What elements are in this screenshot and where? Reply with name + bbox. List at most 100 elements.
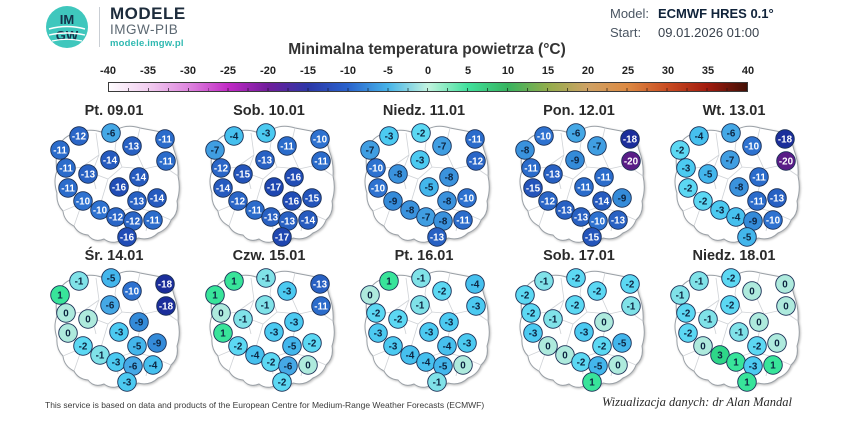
temp-value: -12 <box>109 213 124 224</box>
temp-value: 0 <box>783 302 789 313</box>
temp-value: 0 <box>305 361 311 372</box>
temp-circle <box>228 191 248 211</box>
temp-circle <box>109 322 129 342</box>
temp-circle <box>411 268 431 288</box>
temp-value: -4 <box>406 351 415 362</box>
map-day-title: Czw. 15.01 <box>232 248 306 264</box>
temp-circle <box>127 191 147 211</box>
start-label: Start: <box>610 25 642 40</box>
temp-circle <box>737 227 757 247</box>
temp-circle <box>775 129 795 149</box>
temp-value: -11 <box>750 197 764 208</box>
temp-circle <box>670 140 690 160</box>
temp-value: -4 <box>695 132 704 143</box>
temp-circle <box>360 285 380 305</box>
temp-value: -9 <box>749 217 758 228</box>
temp-circle <box>205 285 225 305</box>
temp-circle <box>608 355 628 375</box>
temp-circle <box>383 191 403 211</box>
temp-circle <box>742 136 762 156</box>
temp-value: 1 <box>589 378 595 389</box>
temp-value: -12 <box>541 197 556 208</box>
map-day-title: Śr. 14.01 <box>84 248 144 264</box>
temp-circle <box>155 129 175 149</box>
temp-circle <box>453 355 473 375</box>
temp-circle <box>678 323 698 343</box>
temp-value: -11 <box>456 216 470 227</box>
temp-value: -1 <box>262 274 271 285</box>
temp-circle <box>465 129 485 149</box>
temp-value: -3 <box>580 328 589 339</box>
temp-circle <box>122 136 142 156</box>
temp-circle <box>543 309 563 329</box>
temp-value: -2 <box>676 146 685 157</box>
temp-value: -13 <box>130 197 145 208</box>
temp-value: -9 <box>389 197 398 208</box>
temp-value: -12 <box>231 197 246 208</box>
temp-value: -9 <box>571 156 580 167</box>
colorbar-tick-label: 0 <box>424 65 432 77</box>
temp-circle <box>466 151 486 171</box>
temp-value: -8 <box>521 146 530 157</box>
temp-circle <box>439 312 459 332</box>
temp-circle <box>676 158 696 178</box>
temp-circle <box>58 323 78 343</box>
temp-value: -2 <box>267 358 276 369</box>
temp-value: 0 <box>562 351 568 362</box>
temp-circle <box>100 150 120 170</box>
temp-value: -20 <box>779 157 794 168</box>
temp-value: -11 <box>146 216 160 227</box>
temp-value: -2 <box>753 342 762 353</box>
temp-circle <box>453 210 473 230</box>
colorbar-tick-label: -35 <box>140 65 156 77</box>
temp-circle <box>742 281 762 301</box>
temp-value: -4 <box>732 213 741 224</box>
temp-value: -2 <box>527 309 536 320</box>
temp-circle <box>574 177 594 197</box>
model-label: Model: <box>610 6 650 21</box>
temp-value: 0 <box>749 287 755 298</box>
temp-circle <box>284 312 304 332</box>
temp-value: -18 <box>159 302 174 313</box>
brand-url-link[interactable]: modele.imgw.pl <box>110 38 184 50</box>
temp-circle <box>147 188 167 208</box>
temp-circle <box>749 312 769 332</box>
temp-value: -3 <box>682 164 691 175</box>
model-value: ECMWF HRES 0.1° <box>658 6 774 21</box>
temp-circle <box>127 336 147 356</box>
temp-circle <box>228 336 248 356</box>
temp-value: -2 <box>699 197 708 208</box>
temp-value: -13 <box>574 213 589 224</box>
temp-circle <box>620 274 640 294</box>
temp-value: -1 <box>96 351 105 362</box>
temp-circle <box>594 312 614 332</box>
temp-circle <box>776 296 796 316</box>
temp-value: -6 <box>572 129 581 140</box>
temp-value: 1 <box>744 378 750 389</box>
temp-circle <box>432 136 452 156</box>
temp-value: -3 <box>416 156 425 167</box>
temp-circle <box>521 158 541 178</box>
temp-circle <box>437 336 457 356</box>
temp-circle <box>608 210 628 230</box>
temp-circle <box>366 303 386 323</box>
colorbar-tick-label: 20 <box>581 65 595 77</box>
temp-value: -1 <box>417 274 426 285</box>
temp-circle <box>101 123 121 143</box>
temp-value: 0 <box>545 342 551 353</box>
temp-value: -1 <box>704 315 713 326</box>
temp-value: -2 <box>598 342 607 353</box>
temp-value: -3 <box>445 318 454 329</box>
temp-value: -8 <box>439 217 448 228</box>
map-cell: Niedz. 18.01 -1 -2 -1 0 0 -2 0 -2 -1 0 -1 -2 0 -2 0 3 1 -3… <box>658 248 810 395</box>
temp-value: -3 <box>749 362 758 373</box>
temp-circle <box>689 271 709 291</box>
temp-circle <box>233 164 253 184</box>
temp-circle <box>676 303 696 323</box>
temp-circle <box>302 188 322 208</box>
colorbar-tick-label: -25 <box>220 65 236 77</box>
temp-value: -10 <box>371 184 386 195</box>
temp-value: -14 <box>301 216 316 227</box>
temp-value: -8 <box>394 170 403 181</box>
temp-value: -5 <box>107 274 116 285</box>
